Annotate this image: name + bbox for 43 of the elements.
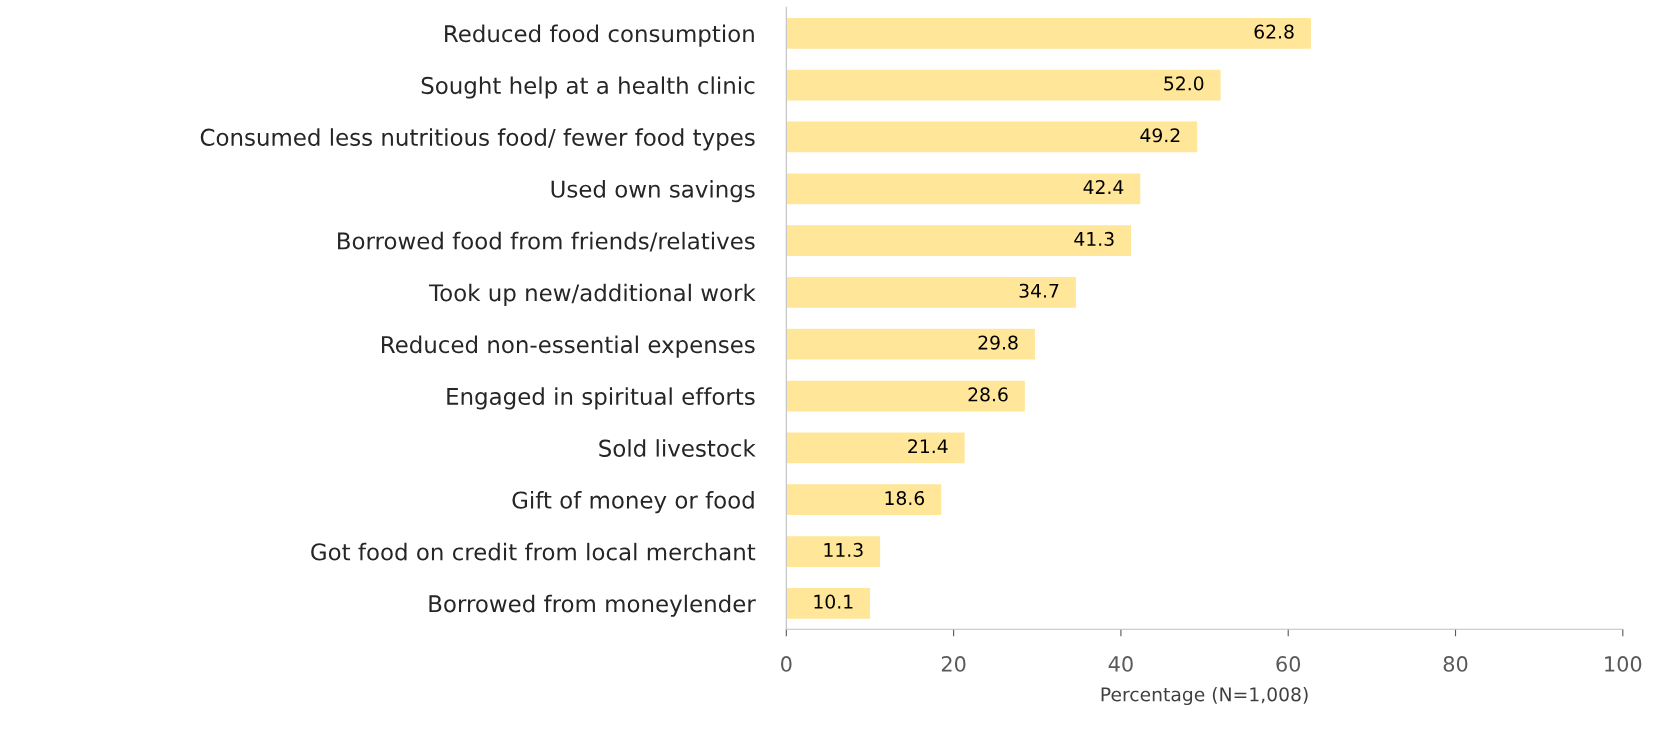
x-tick-label: 40 — [1108, 656, 1133, 672]
data-label: 41.3 — [1074, 231, 1114, 247]
x-axis-title: Percentage (N=1,008) — [1101, 686, 1308, 706]
bar — [786, 586, 872, 621]
data-label: 62.8 — [1254, 24, 1294, 39]
data-label: 21.4 — [908, 439, 948, 454]
data-label: 34.7 — [1019, 283, 1059, 298]
x-tick-label: 20 — [941, 656, 966, 672]
y-tick-label: Took up new/additional work — [428, 283, 756, 306]
data-label: 52.0 — [1164, 76, 1204, 91]
bar — [786, 275, 1078, 310]
bar — [786, 171, 1142, 206]
bar — [786, 379, 1027, 413]
y-tick-label: Used own savings — [551, 180, 755, 203]
data-label: 29.8 — [978, 335, 1018, 350]
bar — [786, 327, 1037, 361]
data-label: 42.4 — [1083, 180, 1124, 194]
bar — [786, 120, 1199, 154]
x-tick-label: 0 — [781, 656, 792, 672]
y-tick-label: Engaged in spiritual efforts — [447, 387, 755, 410]
x-tick-label: 80 — [1443, 656, 1468, 672]
y-tick-label: Borrowed from moneylender — [429, 594, 756, 617]
y-tick-label: Got food on credit from local merchant — [311, 542, 756, 561]
bar — [786, 16, 1313, 51]
y-tick-label: Consumed less nutritious food/ fewer food types — [200, 128, 755, 151]
x-tick-label: 100 — [1605, 656, 1642, 672]
bar — [786, 223, 1133, 258]
data-label: 28.6 — [968, 387, 1008, 402]
y-tick-label: Sought help at a health clinic — [421, 76, 755, 99]
data-label: 10.1 — [814, 594, 853, 609]
data-label: 18.6 — [885, 490, 925, 506]
bar — [786, 482, 943, 517]
y-tick-label: Gift of money or food — [512, 491, 754, 514]
data-label: 49.2 — [1140, 128, 1180, 143]
y-tick-label: Reduced non-essential expenses — [382, 335, 755, 358]
y-tick-label: Sold livestock — [599, 439, 756, 457]
bar — [786, 431, 967, 465]
bar — [786, 534, 882, 569]
data-label: 11.3 — [824, 542, 863, 557]
y-tick-label: Borrowed food from friends/relatives — [338, 231, 755, 252]
x-tick-label: 60 — [1276, 656, 1301, 672]
bar — [786, 68, 1222, 102]
y-tick-label: Reduced food consumption — [445, 24, 754, 47]
